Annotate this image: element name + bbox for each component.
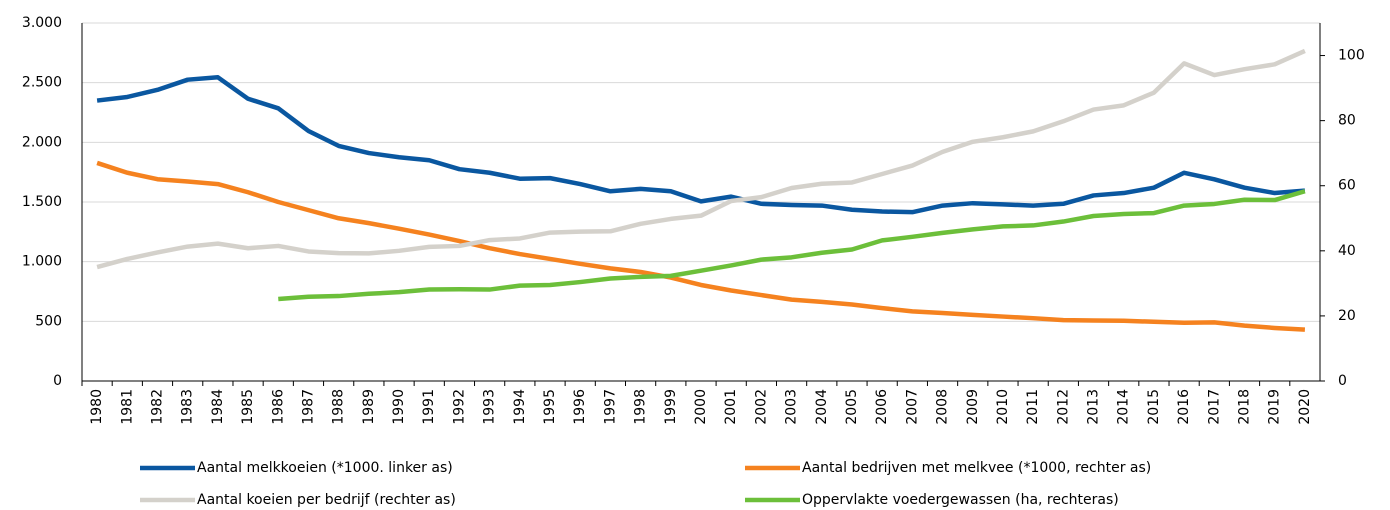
x-tick-label: 2004 [814, 389, 830, 425]
series-line [96, 48, 1306, 270]
y-tick-label: 3.000 [22, 15, 62, 31]
x-tick-label: 2009 [965, 389, 981, 425]
x-tick-label: 2011 [1025, 389, 1041, 425]
x-tick-label: 2017 [1206, 389, 1222, 425]
y2-tick-label: 40 [1338, 243, 1356, 259]
x-tick-label: 1986 [270, 389, 286, 425]
y-tick-label: 1.500 [22, 194, 62, 210]
y-tick-label: 2.000 [22, 134, 62, 150]
y2-tick-label: 20 [1338, 308, 1356, 324]
y2-tick-label: 100 [1338, 48, 1365, 64]
x-tick-label: 2006 [874, 389, 890, 425]
x-tick-label: 2020 [1297, 389, 1313, 425]
x-tick-label: 2015 [1146, 389, 1162, 425]
legend-label: Aantal koeien per bedrijf (rechter as) [197, 492, 456, 508]
x-tick-label: 1983 [180, 389, 196, 425]
x-tick-label: 1998 [633, 389, 649, 425]
y2-tick-label: 0 [1338, 373, 1347, 389]
x-tick-label: 1980 [89, 389, 105, 425]
x-tick-label: 2014 [1116, 389, 1132, 425]
x-tick-label: 2016 [1176, 389, 1192, 425]
x-tick-label: 1992 [451, 389, 467, 425]
x-tick-label: 1993 [482, 389, 498, 425]
x-tick-label: 1982 [149, 389, 165, 425]
series-line [96, 160, 1306, 332]
x-tick-label: 2003 [784, 389, 800, 425]
x-tick-label: 2013 [1086, 389, 1102, 425]
legend-label: Aantal melkkoeien (*1000. linker as) [197, 460, 453, 476]
y-tick-label: 2.500 [22, 75, 62, 91]
x-tick-label: 1991 [421, 389, 437, 425]
x-tick-label: 1999 [663, 389, 679, 425]
x-tick-label: 2018 [1237, 389, 1253, 425]
x-tick-label: 2007 [904, 389, 920, 425]
x-tick-label: 2005 [844, 389, 860, 425]
x-tick-label: 1997 [602, 389, 618, 425]
x-tick-label: 1987 [300, 389, 316, 425]
x-tick-label: 1985 [240, 389, 256, 425]
x-tick-label: 2019 [1267, 389, 1283, 425]
x-tick-label: 2008 [935, 389, 951, 425]
x-tick-label: 2002 [753, 389, 769, 425]
x-tick-label: 2010 [995, 389, 1011, 425]
x-tick-label: 1996 [572, 389, 588, 425]
x-tick-label: 2000 [693, 389, 709, 425]
legend-label: Aantal bedrijven met melkvee (*1000, rec… [802, 460, 1151, 476]
x-tick-label: 1988 [331, 389, 347, 425]
y-tick-label: 0 [53, 373, 62, 389]
y2-tick-label: 80 [1338, 113, 1356, 129]
x-tick-label: 1981 [119, 389, 135, 425]
x-tick-label: 1984 [210, 389, 226, 425]
x-tick-label: 1990 [391, 389, 407, 425]
series-line [278, 189, 1306, 302]
y-tick-label: 500 [35, 313, 62, 329]
x-tick-label: 1989 [361, 389, 377, 425]
x-tick-label: 2001 [723, 389, 739, 425]
series-line [96, 75, 1306, 215]
x-tick-label: 1995 [542, 389, 558, 425]
legend-label: Oppervlakte voedergewassen (ha, rechtera… [802, 492, 1119, 508]
x-tick-label: 1994 [512, 389, 528, 425]
y-tick-label: 1.000 [22, 254, 62, 270]
y2-tick-label: 60 [1338, 178, 1356, 194]
x-tick-label: 2012 [1055, 389, 1071, 425]
